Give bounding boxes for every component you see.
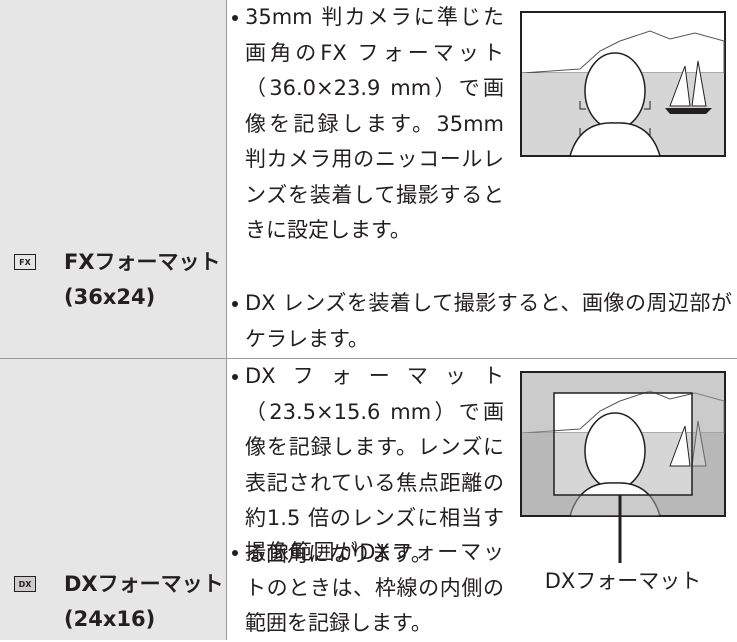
bullet-text: DX レンズを装着して撮影すると、画像の周辺部がケラレます。 xyxy=(245,291,732,351)
fx-row: FX FXフォーマット (36x24) 35mm 判カメラに準じた画角のFX フォ… xyxy=(0,0,737,359)
fx-illustration xyxy=(520,11,726,157)
bullet-text: 撮像範囲がDXフォーマットのときは、枠線の内側の範囲を記録します。 xyxy=(245,540,504,635)
bullet-text: DXフォーマット（23.5×15.6 mm）で画像を記録します。レンズに表記され… xyxy=(245,364,504,566)
sublabel: (36x24) xyxy=(64,285,156,309)
bullet: DXフォーマット（23.5×15.6 mm）で画像を記録します。レンズに表記され… xyxy=(232,359,504,572)
label-cell xyxy=(0,0,227,358)
bullet-dot xyxy=(232,550,238,556)
bullet-dot xyxy=(232,301,238,307)
bullet-dot xyxy=(232,15,238,21)
bullet: 撮像範囲がDXフォーマットのときは、枠線の内側の範囲を記録します。 xyxy=(232,535,504,642)
bullet-dot xyxy=(232,374,238,380)
row-label: FXフォーマット (36x24) xyxy=(64,245,221,315)
dx-row: DX DXフォーマット (24x16) DXフォーマット（23.5×15.6 mm… xyxy=(0,359,737,640)
dx-icon: DX xyxy=(14,576,36,592)
label: DXフォーマット xyxy=(64,572,224,596)
label: FXフォーマット xyxy=(64,250,221,274)
bullet-text: 35mm 判カメラに準じた画角のFX フォーマット（36.0×23.9 mm）で… xyxy=(245,5,504,242)
sublabel: (24x16) xyxy=(64,607,156,631)
dx-illustration xyxy=(520,371,726,563)
bullet: 35mm 判カメラに準じた画角のFX フォーマット（36.0×23.9 mm）で… xyxy=(232,0,504,249)
row-label: DXフォーマット (24x16) xyxy=(64,567,224,637)
illustration-caption: DXフォーマット xyxy=(544,569,702,593)
bullet: DX レンズを装着して撮影すると、画像の周辺部がケラレます。 xyxy=(232,286,732,357)
label-cell xyxy=(0,359,227,640)
fx-icon: FX xyxy=(14,254,36,270)
